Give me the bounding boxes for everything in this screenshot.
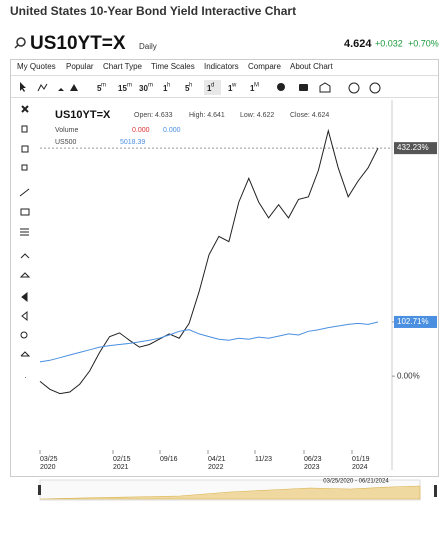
toolbar-icons[interactable] xyxy=(20,82,381,94)
x-tick-year: 2022 xyxy=(208,464,224,471)
x-tick-label: 11/23 xyxy=(255,456,272,463)
title: United States 10-Year Bond Yield Interac… xyxy=(10,4,296,18)
range-label: 03/25/2020 - 06/21/2024 xyxy=(323,479,389,485)
navigator-area xyxy=(39,485,421,500)
legend-compare-value: 5018.39 xyxy=(120,139,145,146)
scale-num[interactable]: 1 xyxy=(250,84,255,93)
scale-num[interactable]: 5 xyxy=(185,84,190,93)
y-label-bg xyxy=(394,315,437,328)
scale-unit[interactable]: h xyxy=(167,83,170,89)
x-tick-label: 04/21 xyxy=(208,456,226,463)
legend-ohlc: High: 4.641 xyxy=(189,112,225,119)
series-line xyxy=(39,128,379,395)
x-tick-label: 09/16 xyxy=(160,456,178,463)
scale-num[interactable]: 1 xyxy=(207,84,212,93)
scale-num[interactable]: 1 xyxy=(228,84,233,93)
scale-unit[interactable]: m xyxy=(127,83,132,89)
y-tick-label: 0.00% xyxy=(397,371,420,380)
interval: Daily xyxy=(139,42,157,51)
x-tick-year: 2023 xyxy=(304,464,320,471)
x-tick-year: 2020 xyxy=(40,464,56,471)
legend-ohlc: Close: 4.624 xyxy=(290,112,329,119)
legend-compare: US500 xyxy=(55,139,77,146)
search-icon[interactable] xyxy=(14,37,26,49)
chart-frame xyxy=(10,59,439,477)
legend-symbol: US10YT=X xyxy=(55,109,111,121)
scale-unit[interactable]: m xyxy=(148,83,153,89)
side-tool-dot[interactable]: · xyxy=(24,373,27,382)
y-tick-label: 102.71% xyxy=(397,317,429,326)
series-line xyxy=(39,321,379,363)
x-tick-year: 2021 xyxy=(113,464,129,471)
menu-item[interactable]: Chart Type xyxy=(103,62,143,71)
scale-num[interactable]: 1 xyxy=(163,84,168,93)
menu-item[interactable]: About Chart xyxy=(290,62,333,71)
nav-handle[interactable] xyxy=(38,485,41,495)
nav-handle[interactable] xyxy=(434,485,437,497)
x-tick-label: 02/15 xyxy=(113,456,131,463)
x-tick-label: 01/19 xyxy=(352,456,370,463)
y-label-bg xyxy=(394,142,437,155)
scale-unit[interactable]: M xyxy=(254,83,259,89)
scale-num[interactable]: 30 xyxy=(139,84,148,93)
active-scale xyxy=(204,80,221,95)
scale-unit[interactable]: w xyxy=(231,83,237,89)
menu-item[interactable]: My Quotes xyxy=(17,62,56,71)
scale-unit[interactable]: h xyxy=(189,83,192,89)
legend-ohlc: Low: 4.622 xyxy=(240,112,274,119)
menu-item[interactable]: Compare xyxy=(248,62,281,71)
legend-volume-value: 0.000 xyxy=(163,127,181,134)
x-tick-label: 06/23 xyxy=(304,456,322,463)
change-pct: +0.70% xyxy=(408,38,439,48)
y-tick-label: 432.23% xyxy=(397,143,429,152)
menu-item[interactable]: Indicators xyxy=(204,62,239,71)
scale-num[interactable]: 15 xyxy=(118,84,127,93)
scale-unit[interactable]: m xyxy=(101,83,106,89)
symbol: US10YT=X xyxy=(30,33,126,54)
legend-volume-value: 0.000 xyxy=(132,127,150,134)
change: +0.032 xyxy=(375,38,403,48)
x-tick-label: 03/25 xyxy=(40,456,58,463)
legend-volume: Volume xyxy=(55,127,78,134)
scale-num[interactable]: 5 xyxy=(97,84,102,93)
menu-item[interactable]: Popular xyxy=(66,62,94,71)
legend-ohlc: Open: 4.633 xyxy=(134,112,173,119)
x-tick-year: 2024 xyxy=(352,464,368,471)
menu-item[interactable]: Time Scales xyxy=(151,62,195,71)
side-tools[interactable] xyxy=(19,105,31,357)
price: 4.624 xyxy=(344,38,372,50)
scale-unit[interactable]: d xyxy=(211,83,214,89)
